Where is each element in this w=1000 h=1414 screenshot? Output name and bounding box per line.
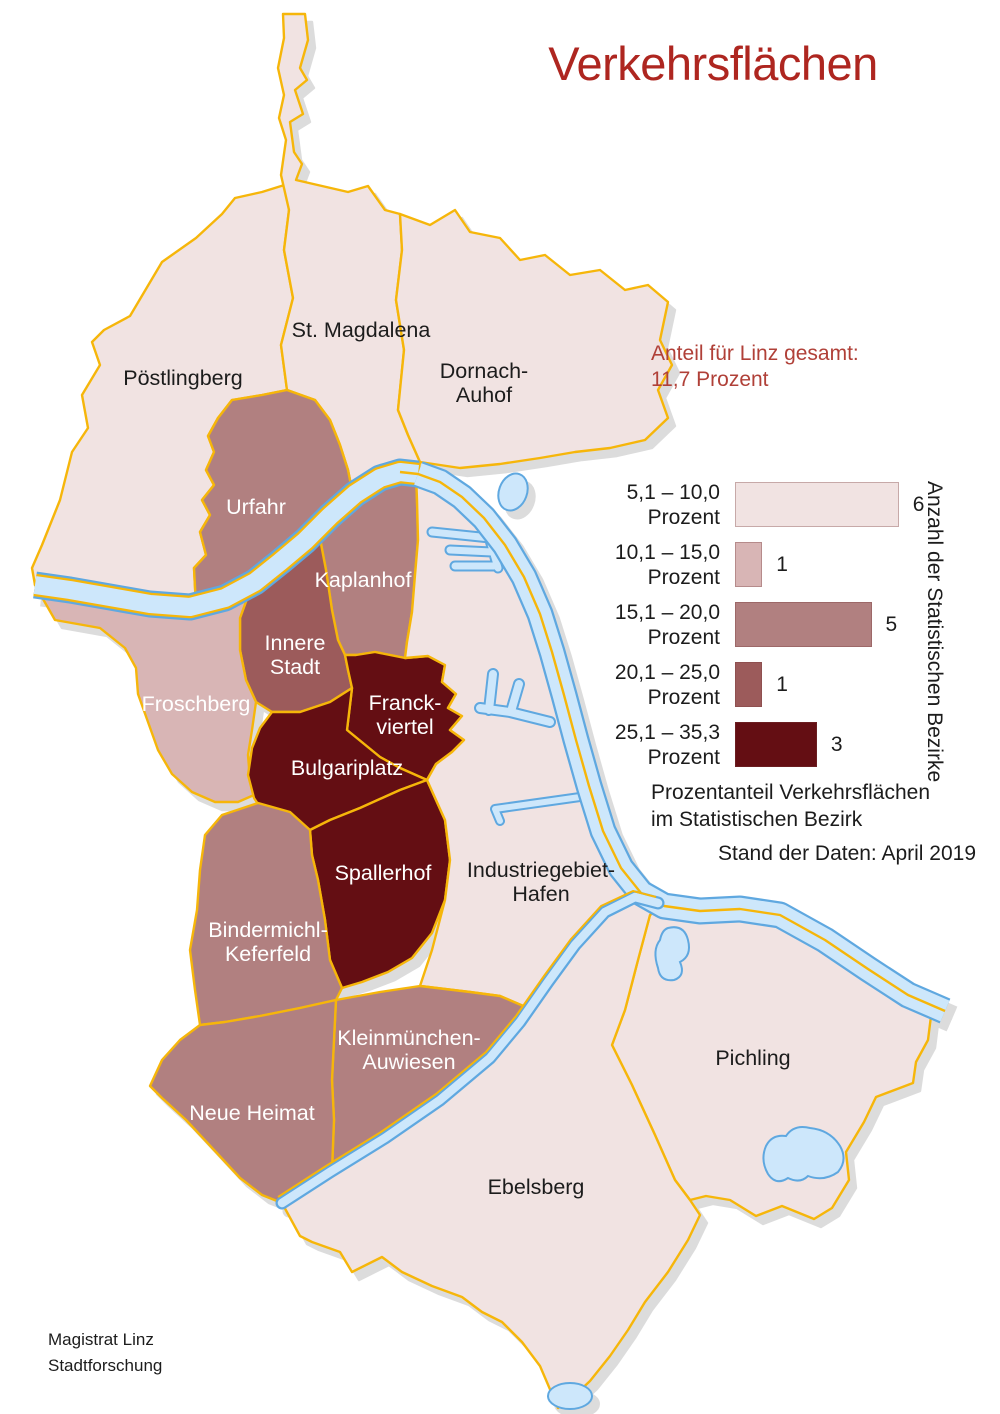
district-label: Bindermichl- bbox=[208, 918, 327, 942]
legend-range: 20,1 – 25,0 bbox=[614, 660, 720, 684]
legend-bar bbox=[735, 602, 872, 647]
legend-axis-label: Anzahl der Statistischen Bezirke bbox=[923, 481, 946, 783]
legend-caption-line2: im Statistischen Bezirk bbox=[651, 808, 863, 831]
legend-unit: Prozent bbox=[647, 685, 720, 709]
legend-row: 20,1 – 25,0 Prozent 1 bbox=[600, 660, 924, 710]
legend-row: 10,1 – 15,0 Prozent 1 bbox=[600, 540, 924, 590]
legend-count: 6 bbox=[912, 492, 925, 516]
total-share-line1: Anteil für Linz gesamt: bbox=[651, 342, 859, 365]
district-label: Kleinmünchen- bbox=[337, 1026, 480, 1050]
legend-count: 3 bbox=[830, 732, 843, 756]
district-label: Froschberg bbox=[142, 692, 251, 716]
source-line2: Stadtforschung bbox=[48, 1356, 163, 1375]
lake-weikerlsee bbox=[654, 926, 690, 982]
legend-range-label: 15,1 – 20,0 Prozent bbox=[600, 600, 720, 650]
district-label: Neue Heimat bbox=[189, 1101, 314, 1125]
legend-range: 15,1 – 20,0 bbox=[614, 600, 720, 624]
legend-range-label: 20,1 – 25,0 Prozent bbox=[600, 660, 720, 710]
district-label: St. Magdalena bbox=[292, 318, 431, 342]
legend-unit: Prozent bbox=[647, 565, 720, 589]
legend-range: 25,1 – 35,3 bbox=[614, 720, 720, 744]
district-label: Urfahr bbox=[226, 495, 286, 519]
legend-range: 10,1 – 15,0 bbox=[614, 540, 720, 564]
data-status: Stand der Daten: April 2019 bbox=[718, 842, 977, 865]
traun-river bbox=[275, 890, 665, 1210]
danube-river bbox=[33, 458, 951, 1024]
district-label: Franck- bbox=[369, 691, 442, 715]
legend-bar bbox=[735, 722, 817, 767]
legend-unit: Prozent bbox=[647, 625, 720, 649]
district-labels: Pöstlingberg St. Magdalena Dornach- Auho… bbox=[123, 318, 790, 1199]
district-label: Pichling bbox=[715, 1046, 790, 1070]
legend-range: 5,1 – 10,0 bbox=[626, 480, 720, 504]
page-title: Verkehrsflächen bbox=[548, 37, 878, 90]
legend-unit: Prozent bbox=[647, 505, 720, 529]
district-label: viertel bbox=[376, 715, 433, 739]
total-share-annotation: Anteil für Linz gesamt: 11,7 Prozent bbox=[651, 341, 859, 393]
legend-unit: Prozent bbox=[647, 745, 720, 769]
district-label: Pöstlingberg bbox=[123, 366, 243, 390]
legend-row: 15,1 – 20,0 Prozent 5 bbox=[600, 600, 924, 650]
district-label: Bulgariplatz bbox=[291, 756, 403, 780]
legend-bar bbox=[735, 542, 763, 587]
district-label: Auhof bbox=[456, 383, 512, 407]
legend-caption-line1: Prozentanteil Verkehrsflächen bbox=[651, 781, 930, 804]
district-label: Spallerhof bbox=[335, 861, 432, 885]
legend-row: 25,1 – 35,3 Prozent 3 bbox=[600, 720, 924, 770]
source-credit: Magistrat Linz Stadtforschung bbox=[48, 1327, 162, 1379]
legend-bar-chart: 5,1 – 10,0 Prozent 6 10,1 – 15,0 Prozent 1… bbox=[600, 480, 925, 782]
legend-row: 5,1 – 10,0 Prozent 6 bbox=[600, 480, 925, 530]
source-line1: Magistrat Linz bbox=[48, 1330, 154, 1349]
district-dornach-auhof bbox=[394, 208, 674, 470]
legend-count: 1 bbox=[776, 672, 788, 696]
district-label: Dornach- bbox=[440, 359, 528, 383]
pond-plesching bbox=[497, 472, 529, 512]
district-label: Industriegebiet- bbox=[467, 858, 615, 882]
district-label: Kaplanhof bbox=[315, 568, 412, 592]
legend-range-label: 25,1 – 35,3 Prozent bbox=[600, 720, 720, 770]
legend-bar bbox=[735, 482, 899, 527]
legend-bar bbox=[735, 662, 763, 707]
district-label: Keferfeld bbox=[225, 942, 311, 966]
lake-pichlinger-see bbox=[762, 1126, 845, 1183]
district-label: Ebelsberg bbox=[488, 1175, 585, 1199]
legend-range-label: 5,1 – 10,0 Prozent bbox=[600, 480, 720, 530]
legend-count: 5 bbox=[885, 612, 898, 636]
district-label: Stadt bbox=[270, 655, 320, 679]
total-share-line2: 11,7 Prozent bbox=[651, 368, 769, 391]
district-label: Auwiesen bbox=[362, 1050, 455, 1074]
legend-count: 1 bbox=[776, 552, 788, 576]
district-label: Hafen bbox=[512, 882, 569, 906]
pond-ebelsberg bbox=[547, 1382, 593, 1410]
district-label: Innere bbox=[265, 631, 326, 655]
legend-caption: Prozentanteil Verkehrsflächen im Statist… bbox=[651, 779, 930, 833]
city-shape bbox=[30, 12, 951, 1410]
legend-range-label: 10,1 – 15,0 Prozent bbox=[600, 540, 720, 590]
